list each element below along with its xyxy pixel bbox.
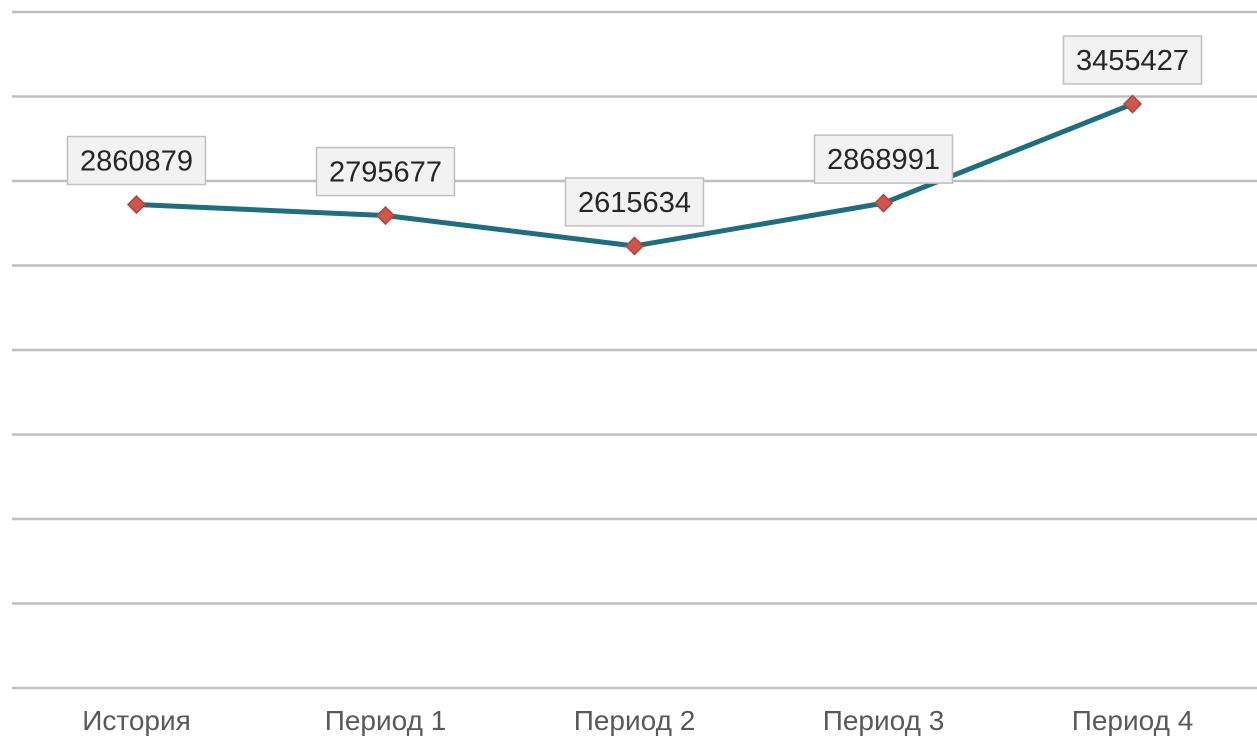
data-label-box [315, 146, 456, 197]
data-label-value: 2868991 [827, 144, 940, 176]
data-label-2: 2615634 [564, 177, 705, 227]
category-axis: История Период 1 Период 2 Период 3 Период 4 [82, 705, 1193, 736]
data-label-box [66, 135, 207, 186]
markers-layer [126, 94, 1143, 256]
data-label-1: 2795677 [315, 146, 456, 197]
x-tick-label: Период 3 [823, 705, 945, 736]
data-label-value: 2615634 [578, 187, 691, 219]
data-label-value: 3455427 [1076, 45, 1189, 77]
data-point-1 [375, 205, 396, 226]
gridlines [12, 10, 1257, 690]
data-label-4: 3455427 [1062, 35, 1203, 85]
data-point-3 [873, 193, 894, 213]
data-label-0: 2860879 [66, 135, 207, 186]
data-label-box [813, 134, 954, 184]
data-point-2 [624, 236, 645, 256]
data-labels-layer: 2860879 2795677 2615634 2868991 3455427 [66, 35, 1203, 227]
x-tick-label: Период 1 [325, 705, 447, 736]
x-tick-label: История [82, 705, 191, 736]
x-tick-label: Период 4 [1072, 705, 1194, 736]
data-label-3: 2868991 [813, 134, 954, 184]
data-label-value: 2860879 [80, 146, 193, 178]
data-label-box [1062, 35, 1203, 85]
x-tick-label: Период 2 [574, 705, 696, 736]
data-point-0 [126, 194, 147, 215]
data-label-box [564, 177, 705, 227]
data-label-value: 2795677 [329, 157, 442, 189]
data-point-4 [1122, 94, 1143, 114]
